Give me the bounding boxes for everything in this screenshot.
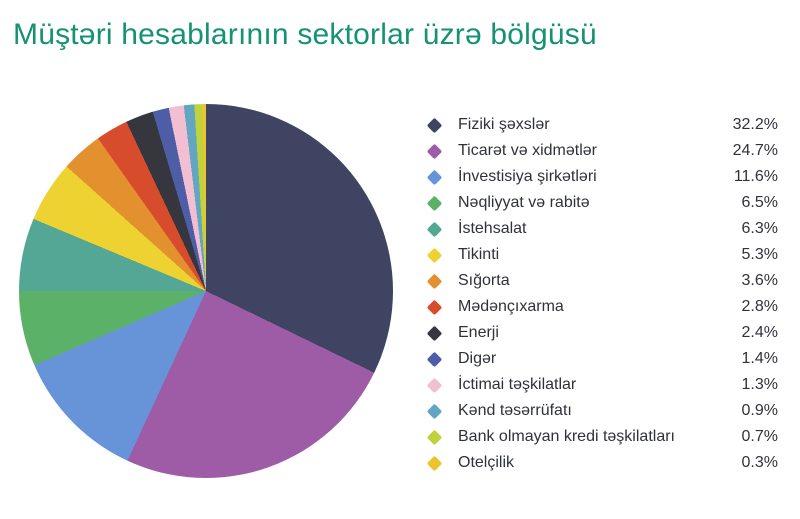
legend-item: İctimai təşkilatlar 1.3% — [426, 372, 778, 398]
legend-item: Ticarət və xidmətlər 24.7% — [426, 138, 778, 164]
legend-item-label: Bank olmayan kredi təşkilatları — [458, 428, 675, 445]
legend-item: Otelçilik 0.3% — [426, 450, 778, 476]
legend-item-label: Enerji — [458, 324, 499, 341]
legend-item-label: Otelçilik — [458, 454, 515, 471]
legend-diamond-icon — [426, 117, 443, 133]
legend-item-label: Nəqliyyat və rabitə — [458, 194, 590, 211]
legend-item-value: 1.4% — [741, 350, 778, 367]
legend-item-value: 24.7% — [732, 142, 778, 159]
legend-item-value: 1.3% — [741, 376, 778, 393]
legend-item: Nəqliyyat və rabitə 6.5% — [426, 190, 778, 216]
legend-item-label: Fiziki şəxslər — [458, 116, 550, 133]
legend-item: Sığorta 3.6% — [426, 268, 778, 294]
legend-item: Enerji 2.4% — [426, 320, 778, 346]
legend-item-label: Sığorta — [458, 272, 510, 289]
legend-diamond-icon — [426, 169, 443, 185]
pie-chart — [19, 104, 393, 478]
legend-item-value: 2.4% — [741, 324, 778, 341]
legend-item-value: 11.6% — [733, 168, 778, 185]
legend-item-label: Kənd təsərrüfatı — [458, 402, 572, 419]
legend-item: Bank olmayan kredi təşkilatları 0.7% — [426, 424, 778, 450]
legend-diamond-icon — [426, 429, 443, 445]
legend-diamond-icon — [426, 455, 443, 471]
legend-item: Digər 1.4% — [426, 346, 778, 372]
legend-item-label: Tikinti — [458, 246, 500, 263]
page-title: Müştəri hesablarının sektorlar üzrə bölg… — [13, 18, 597, 51]
legend-item: Tikinti 5.3% — [426, 242, 778, 268]
legend-item-label: Mədənçıxarma — [458, 298, 564, 315]
legend-diamond-icon — [426, 403, 443, 419]
legend-item-label: İstehsalat — [458, 220, 527, 237]
legend-item: Kənd təsərrüfatı 0.9% — [426, 398, 778, 424]
legend-item-label: Digər — [458, 350, 497, 367]
legend-item-value: 6.3% — [741, 220, 778, 237]
legend-diamond-icon — [426, 377, 443, 393]
legend-item: Fiziki şəxslər 32.2% — [426, 112, 778, 138]
legend: Fiziki şəxslər 32.2% Ticarət və xidmətlə… — [426, 112, 778, 476]
legend-diamond-icon — [426, 273, 443, 289]
legend-item: İstehsalat 6.3% — [426, 216, 778, 242]
legend-item-value: 3.6% — [741, 272, 778, 289]
legend-item-value: 5.3% — [741, 246, 778, 263]
legend-item-value: 2.8% — [741, 298, 778, 315]
legend-diamond-icon — [426, 143, 443, 159]
legend-diamond-icon — [426, 299, 443, 315]
legend-item-value: 32.2% — [732, 116, 778, 133]
legend-item: Mədənçıxarma 2.8% — [426, 294, 778, 320]
legend-diamond-icon — [426, 351, 443, 367]
legend-item-value: 0.7% — [741, 428, 778, 445]
legend-item-value: 0.3% — [741, 454, 778, 471]
legend-diamond-icon — [426, 325, 443, 341]
legend-diamond-icon — [426, 195, 443, 211]
legend-item-value: 6.5% — [741, 194, 778, 211]
legend-item: İnvestisiya şirkətləri 11.6% — [426, 164, 778, 190]
legend-item-label: İnvestisiya şirkətləri — [458, 168, 597, 185]
legend-diamond-icon — [426, 221, 443, 237]
legend-item-label: Ticarət və xidmətlər — [458, 142, 597, 159]
legend-diamond-icon — [426, 247, 443, 263]
legend-item-label: İctimai təşkilatlar — [458, 376, 577, 393]
legend-item-value: 0.9% — [741, 402, 778, 419]
